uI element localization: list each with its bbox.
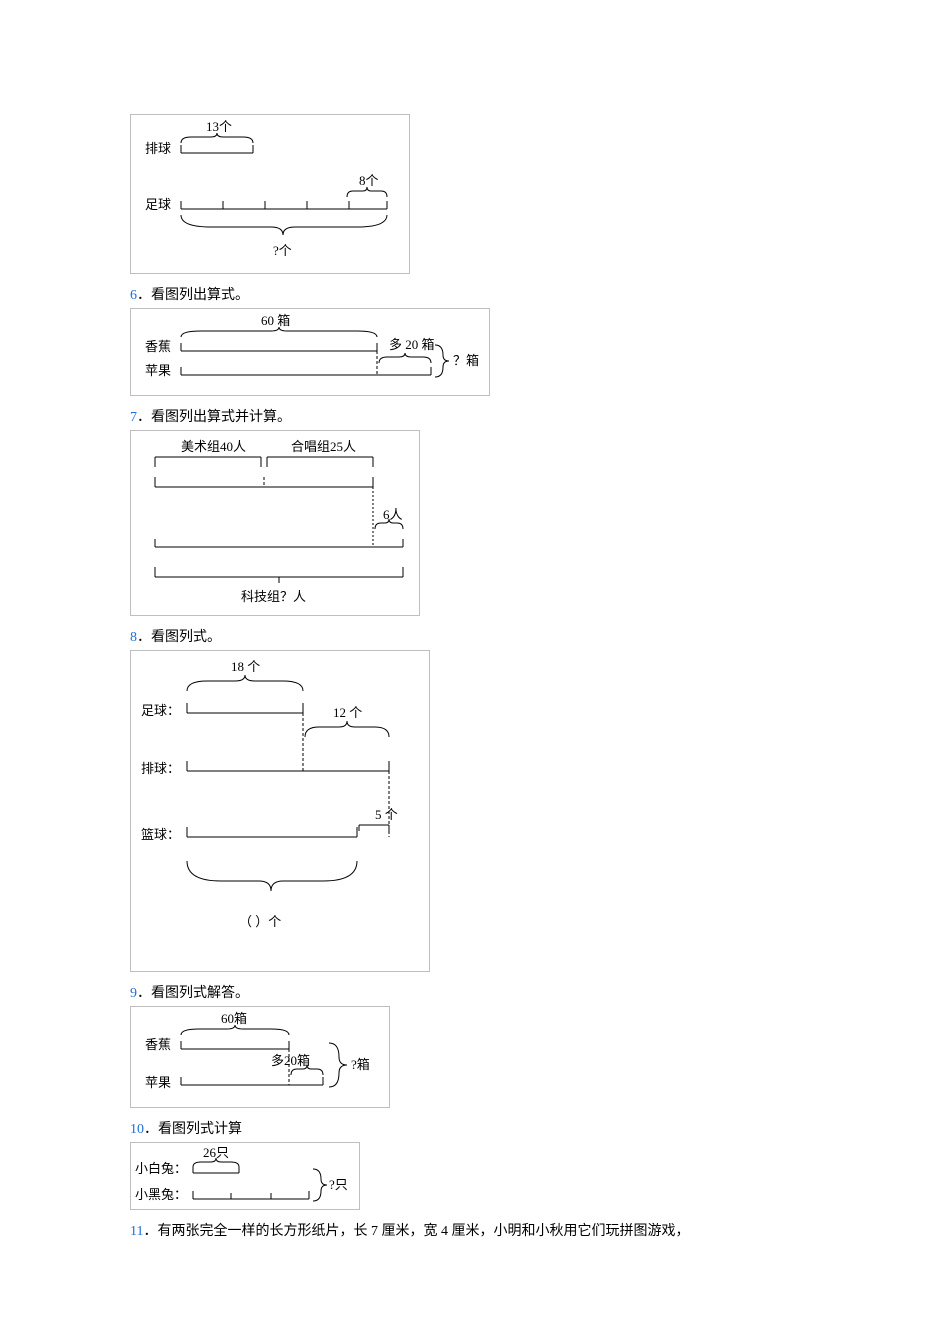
q10-diagram: 26只 小白兔： 小黑兔： ?只 (130, 1142, 360, 1210)
q8-question: （ ）个 (239, 914, 281, 929)
q9-prompt: ．看图列式解答。 (137, 986, 249, 1001)
q6-prompt: ．看图列出算式。 (137, 288, 249, 303)
q5-value2: 8个 (359, 173, 379, 188)
q8-prompt: ．看图列式。 (137, 630, 221, 645)
q10-l1: 小白兔： (135, 1161, 187, 1176)
q6-question: ？箱 (453, 353, 479, 368)
q7-num: 7 (130, 410, 137, 425)
q7-side: 6人 (383, 507, 403, 522)
q8-num: 8 (130, 630, 137, 645)
q10-l2: 小黑兔： (135, 1187, 187, 1202)
q10-prompt: ．看图列式计算 (144, 1122, 242, 1137)
q6-label: 6．看图列出算式。 (130, 284, 820, 304)
q5-value1: 13个 (206, 119, 232, 134)
q9-extra: 多20箱 (271, 1053, 310, 1068)
q7-top-left: 美术组40人 (181, 439, 246, 454)
q5-label1: 排球 (145, 141, 171, 156)
q7-diagram: 美术组40人 合唱组25人 6人 科技组？人 (130, 430, 420, 616)
q9-v1: 60箱 (221, 1011, 247, 1026)
q7-bottom: 科技组？人 (241, 589, 306, 604)
q11-label: 11．有两张完全一样的长方形纸片，长 7 厘米，宽 4 厘米，小明和小秋用它们玩… (130, 1220, 820, 1240)
q6-extra: 多 20 箱 (389, 337, 435, 352)
q9-l1: 香蕉 (145, 1037, 171, 1052)
q8-label: 8．看图列式。 (130, 626, 820, 646)
q7-label: 7．看图列出算式并计算。 (130, 406, 820, 426)
q7-prompt: ．看图列出算式并计算。 (137, 410, 291, 425)
q8-l3: 篮球： (141, 827, 180, 842)
q10-q: ?只 (329, 1177, 348, 1192)
q9-num: 9 (130, 986, 137, 1001)
q8-v2: 12 个 (333, 705, 362, 720)
q6-label2: 苹果 (145, 363, 171, 378)
q10-num: 10 (130, 1122, 144, 1137)
q6-label1: 香蕉 (145, 339, 171, 354)
q9-l2: 苹果 (145, 1075, 171, 1090)
q8-l1: 足球： (141, 703, 180, 718)
q10-v1: 26只 (203, 1145, 229, 1160)
q8-diagram: 18 个 足球： 12 个 排球： 5 个 篮球： （ ）个 (130, 650, 430, 972)
q5-question: ?个 (273, 243, 292, 258)
q6-value1: 60 箱 (261, 313, 290, 328)
q8-v1: 18 个 (231, 659, 260, 674)
q5-label2: 足球 (145, 197, 171, 212)
q9-label: 9．看图列式解答。 (130, 982, 820, 1002)
q11-text: ．有两张完全一样的长方形纸片，长 7 厘米，宽 4 厘米，小明和小秋用它们玩拼图… (143, 1224, 689, 1239)
q6-diagram: 60 箱 香蕉 多 20 箱 苹果 ？箱 (130, 308, 490, 396)
q6-num: 6 (130, 288, 137, 303)
q9-q: ?箱 (351, 1057, 370, 1072)
q11-num: 11 (130, 1224, 143, 1239)
q8-v3: 5 个 (375, 807, 398, 822)
q10-label: 10．看图列式计算 (130, 1118, 820, 1138)
q9-diagram: 60箱 香蕉 多20箱 苹果 ?箱 (130, 1006, 390, 1108)
q7-top-right: 合唱组25人 (291, 439, 356, 454)
q5-diagram: 13个 排球 8个 足球 ?个 (130, 114, 410, 274)
q8-l2: 排球： (141, 761, 180, 776)
